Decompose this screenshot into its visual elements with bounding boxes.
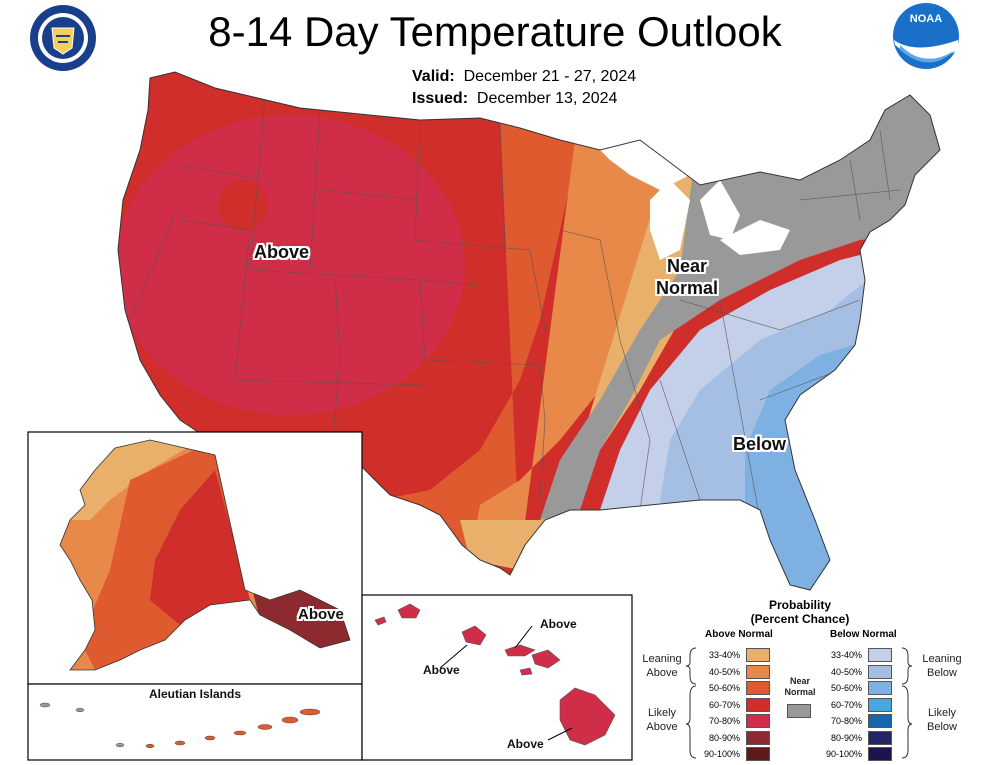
legend-title-2: (Percent Chance) [750,612,850,626]
legend-above-swatch [746,681,770,695]
legend-above-swatch [746,697,770,712]
label-near-normal-1: Near [666,256,708,276]
legend-title: Probability (Percent Chance) [740,598,860,626]
legend-below-row: 60-70% [822,697,892,712]
legend-below-swatch [868,648,892,662]
likely-above-1: Likely [647,707,677,719]
legend-below-row: 80-90% [822,730,892,745]
legend-above-row: 33-40% [700,648,770,662]
legend-below-swatch [868,697,892,712]
likely-above-2: Above [646,721,678,733]
likely-below-1: Likely [927,707,957,719]
label-hawaii-above-2: Above [423,663,460,677]
likely-below-2: Below [927,721,957,733]
legend-leaning-below: Leaning Below [916,652,968,680]
aleutian-inset [27,683,363,761]
legend-below-row: 50-60% [822,681,892,695]
legend-below-swatch [868,730,892,745]
legend-above-range: 33-40% [708,650,740,660]
legend-below-range: 50-60% [830,683,862,693]
leaning-above-1: Leaning [642,653,682,665]
legend-above-range: 70-80% [708,716,740,726]
leaning-below-2: Below [927,667,957,679]
valid-line: Valid: December 21 - 27, 2024 [412,68,636,86]
legend-above-row: 80-90% [700,730,770,745]
legend-below-range: 33-40% [830,650,862,660]
legend-above-row: 60-70% [700,697,770,712]
legend-below-swatch [868,681,892,695]
valid-label: Valid: [412,68,455,85]
issued-label: Issued: [412,90,469,107]
legend-above-swatch [746,730,770,745]
near-normal-2: Normal [784,687,816,697]
legend-below-row: 33-40% [822,648,892,662]
legend-leaning-above: Leaning Above [636,652,688,680]
label-hawaii-above-1: Above [540,617,577,631]
legend-above-range: 50-60% [708,683,740,693]
label-hawaii-above-3: Above [507,737,544,751]
legend-above-row: 70-80% [700,714,770,728]
legend-near-normal: Near Normal [778,676,822,698]
legend-below-swatch [868,714,892,728]
legend-above-header: Above Normal [705,629,773,640]
noaa-logo-text: NOAA [909,13,943,25]
leaning-below-1: Leaning [922,653,962,665]
leaning-above-2: Above [646,667,678,679]
label-near-normal-2: Normal [655,278,718,298]
noaa-logo-icon [893,3,959,69]
page-title: 8-14 Day Temperature Outlook [208,8,782,55]
label-near-normal: Near Normal [652,255,722,299]
legend-below-row: 40-50% [822,664,892,679]
legend-below-range: 70-80% [830,716,862,726]
legend-title-1: Probability [768,598,831,612]
legend-below-swatch [868,747,892,761]
legend-below-swatch [868,664,892,679]
label-above-main: Above [254,242,310,262]
issued-value: December 13, 2024 [476,90,618,107]
legend-below-row: 70-80% [822,714,892,728]
legend-below-range: 40-50% [830,666,862,677]
legend-below-range: 80-90% [830,732,862,743]
label-below: Below [733,434,787,454]
legend-above-row: 90-100% [700,747,770,761]
legend-below-row: 90-100% [822,747,892,761]
legend-above-range: 80-90% [708,732,740,743]
legend-above-swatch [746,664,770,679]
commerce-seal-icon [30,5,96,71]
hawaii-islands [374,603,616,746]
legend-likely-below: Likely Below [916,706,968,734]
issued-line: Issued: December 13, 2024 [412,90,617,108]
legend-above-range: 40-50% [708,666,740,677]
near-normal-1: Near [789,676,810,686]
legend-near-swatch [787,704,811,718]
aleutian-islands [145,708,321,749]
legend-above-range: 60-70% [708,699,740,710]
label-alaska-above: Above [298,606,344,623]
legend-above-range: 90-100% [703,749,740,759]
legend-likely-above: Likely Above [636,706,688,734]
legend-above-swatch [746,747,770,761]
legend-above-row: 50-60% [700,681,770,695]
legend-above-swatch [746,714,770,728]
legend-below-range: 60-70% [830,699,862,710]
legend-above-swatch [746,648,770,662]
legend-braces [686,647,913,759]
legend-below-header: Below Normal [830,629,897,640]
legend-above-row: 40-50% [700,664,770,679]
legend-below-range: 90-100% [825,749,862,759]
aleutian-title: Aleutian Islands [148,687,242,701]
valid-value: December 21 - 27, 2024 [463,68,637,85]
